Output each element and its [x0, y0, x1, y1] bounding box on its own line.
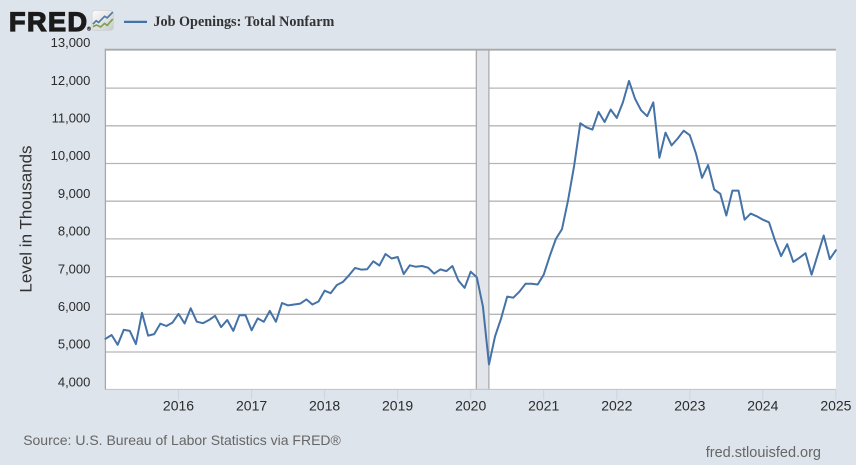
svg-text:fred.stlouisfed.org: fred.stlouisfed.org — [706, 445, 821, 461]
svg-text:Job Openings: Total Nonfarm: Job Openings: Total Nonfarm — [153, 14, 334, 30]
svg-text:13,000: 13,000 — [51, 35, 91, 50]
svg-text:2019: 2019 — [382, 397, 413, 413]
svg-text:2018: 2018 — [309, 397, 340, 413]
svg-text:6,000: 6,000 — [58, 299, 91, 314]
svg-text:Level in Thousands: Level in Thousands — [17, 145, 36, 292]
svg-text:10,000: 10,000 — [51, 148, 91, 163]
svg-text:2023: 2023 — [674, 397, 705, 413]
svg-text:12,000: 12,000 — [51, 73, 91, 88]
svg-text:2021: 2021 — [528, 397, 559, 413]
svg-text:8,000: 8,000 — [58, 224, 91, 239]
svg-text:2016: 2016 — [163, 397, 194, 413]
svg-text:7,000: 7,000 — [58, 261, 91, 276]
svg-text:4,000: 4,000 — [58, 374, 91, 389]
svg-text:2020: 2020 — [455, 397, 486, 413]
svg-text:5,000: 5,000 — [58, 337, 91, 352]
svg-text:9,000: 9,000 — [58, 186, 91, 201]
svg-text:2022: 2022 — [601, 397, 632, 413]
svg-text:2024: 2024 — [747, 397, 778, 413]
svg-text:2017: 2017 — [236, 397, 267, 413]
svg-text:FRED: FRED — [9, 7, 89, 37]
svg-text:Source: U.S. Bureau of Labor S: Source: U.S. Bureau of Labor Statistics … — [23, 432, 341, 448]
svg-text:11,000: 11,000 — [52, 111, 91, 126]
svg-text:2025: 2025 — [820, 397, 851, 413]
